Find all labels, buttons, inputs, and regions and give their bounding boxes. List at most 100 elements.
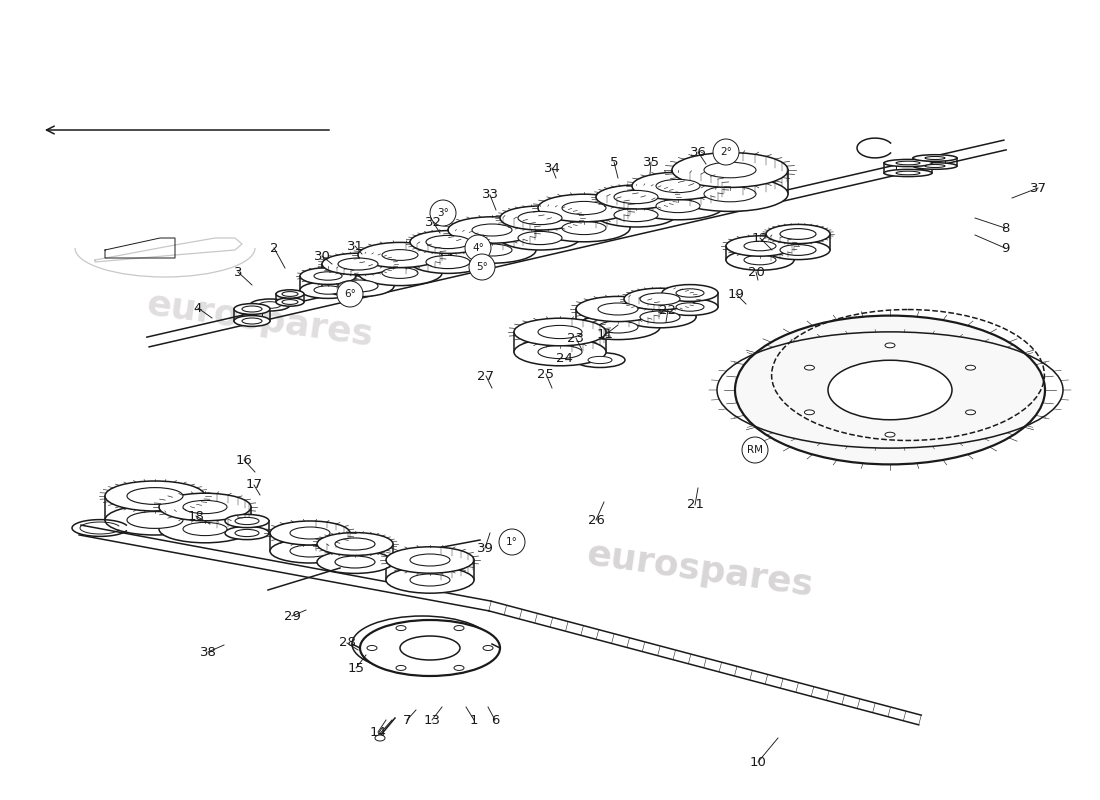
Circle shape (465, 235, 491, 261)
Ellipse shape (410, 250, 486, 274)
Text: 32: 32 (425, 215, 441, 229)
Ellipse shape (640, 293, 680, 305)
Ellipse shape (500, 226, 580, 250)
Ellipse shape (575, 353, 625, 367)
Text: 21: 21 (686, 498, 704, 511)
Ellipse shape (367, 646, 377, 650)
Ellipse shape (538, 214, 630, 242)
Ellipse shape (472, 244, 512, 256)
Ellipse shape (632, 172, 724, 200)
Text: eurospares: eurospares (144, 287, 375, 353)
Ellipse shape (183, 522, 227, 536)
Ellipse shape (886, 343, 895, 348)
Ellipse shape (338, 280, 378, 292)
Ellipse shape (396, 666, 406, 670)
Text: 12: 12 (751, 231, 769, 245)
Ellipse shape (454, 666, 464, 670)
Ellipse shape (726, 236, 794, 256)
Ellipse shape (614, 190, 658, 204)
Text: 7: 7 (403, 714, 411, 726)
Ellipse shape (426, 255, 470, 269)
Text: 36: 36 (690, 146, 706, 158)
Text: 16: 16 (235, 454, 252, 466)
Ellipse shape (382, 250, 418, 261)
Ellipse shape (766, 224, 830, 243)
Ellipse shape (104, 505, 205, 535)
Ellipse shape (966, 410, 976, 414)
Circle shape (499, 529, 525, 555)
Ellipse shape (676, 302, 704, 311)
Text: 3: 3 (233, 266, 242, 278)
Ellipse shape (538, 194, 630, 222)
Text: 2: 2 (270, 242, 278, 254)
Ellipse shape (614, 208, 658, 222)
Text: 2°: 2° (720, 147, 732, 157)
Ellipse shape (632, 192, 724, 220)
Text: 20: 20 (748, 266, 764, 278)
Ellipse shape (596, 203, 676, 227)
Text: 18: 18 (188, 510, 205, 522)
Ellipse shape (913, 162, 957, 170)
Circle shape (742, 437, 768, 463)
Ellipse shape (576, 296, 660, 322)
Ellipse shape (828, 360, 952, 420)
Ellipse shape (896, 162, 920, 165)
Ellipse shape (235, 518, 258, 525)
Ellipse shape (410, 574, 450, 586)
Ellipse shape (375, 735, 385, 741)
Ellipse shape (276, 298, 304, 306)
Ellipse shape (338, 258, 378, 270)
Ellipse shape (386, 566, 474, 594)
Ellipse shape (336, 538, 375, 550)
Text: 9: 9 (1001, 242, 1009, 254)
Circle shape (430, 200, 456, 226)
Ellipse shape (804, 366, 814, 370)
Ellipse shape (624, 288, 696, 310)
Text: 4°: 4° (472, 243, 484, 253)
Ellipse shape (672, 177, 788, 211)
Ellipse shape (588, 357, 612, 363)
Text: 1: 1 (470, 714, 478, 726)
Ellipse shape (596, 185, 676, 209)
Ellipse shape (410, 554, 450, 566)
Ellipse shape (276, 290, 304, 298)
Ellipse shape (183, 501, 227, 514)
Text: 35: 35 (642, 155, 660, 169)
Ellipse shape (562, 222, 606, 234)
Ellipse shape (314, 286, 342, 294)
Ellipse shape (396, 626, 406, 630)
Text: 5: 5 (609, 155, 618, 169)
Text: 10: 10 (749, 755, 767, 769)
Text: 39: 39 (476, 542, 494, 554)
Ellipse shape (448, 237, 536, 263)
Text: 6°: 6° (344, 289, 356, 299)
Text: 13: 13 (424, 714, 440, 726)
Ellipse shape (744, 242, 775, 250)
Ellipse shape (514, 318, 606, 346)
Ellipse shape (322, 253, 394, 274)
Text: 17: 17 (245, 478, 263, 491)
Ellipse shape (250, 299, 290, 311)
Ellipse shape (704, 186, 756, 202)
Ellipse shape (562, 202, 606, 214)
Ellipse shape (766, 240, 830, 259)
Circle shape (337, 281, 363, 307)
Ellipse shape (538, 326, 582, 338)
Ellipse shape (314, 272, 342, 280)
Ellipse shape (884, 170, 932, 177)
Ellipse shape (662, 298, 718, 315)
Text: 3°: 3° (437, 208, 449, 218)
Ellipse shape (270, 521, 350, 545)
Text: 19: 19 (727, 287, 745, 301)
Ellipse shape (886, 432, 895, 437)
Ellipse shape (317, 533, 393, 555)
Ellipse shape (744, 255, 775, 265)
Ellipse shape (358, 261, 442, 286)
Ellipse shape (160, 493, 251, 521)
Ellipse shape (518, 231, 562, 245)
Text: 23: 23 (568, 331, 584, 345)
Ellipse shape (514, 338, 606, 366)
Text: 25: 25 (538, 367, 554, 381)
Ellipse shape (780, 229, 816, 239)
Ellipse shape (483, 646, 493, 650)
